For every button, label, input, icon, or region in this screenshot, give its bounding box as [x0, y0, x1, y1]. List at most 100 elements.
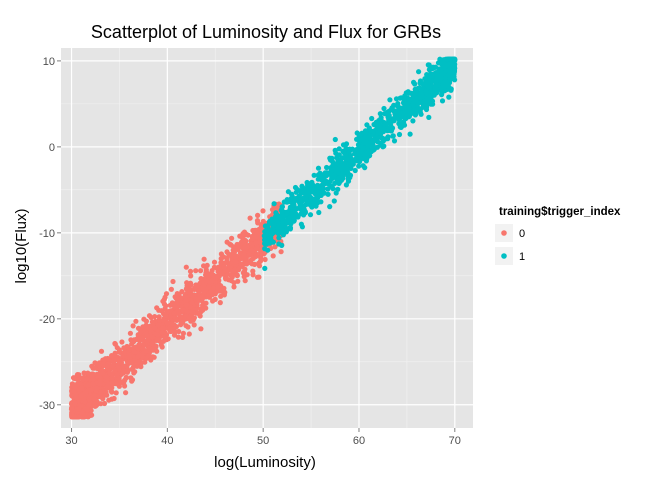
data-point [125, 344, 131, 350]
data-point [222, 268, 228, 274]
data-point [330, 186, 336, 192]
data-point [198, 268, 204, 274]
data-point [154, 337, 160, 343]
data-point [215, 284, 221, 290]
data-point [152, 325, 158, 331]
data-point [367, 153, 373, 159]
data-point [188, 273, 194, 279]
data-point [188, 318, 194, 324]
data-point [384, 128, 390, 134]
data-point [265, 226, 271, 232]
data-point [255, 220, 261, 226]
data-point [218, 251, 224, 257]
data-point [138, 364, 144, 370]
data-point [421, 99, 427, 105]
data-point [288, 196, 294, 202]
data-point [135, 353, 141, 359]
data-point [126, 352, 132, 358]
data-point [154, 305, 160, 311]
data-point [285, 215, 291, 221]
data-point [446, 94, 452, 100]
data-point [92, 360, 98, 366]
data-point [167, 302, 173, 308]
data-point [394, 114, 400, 120]
data-point [183, 298, 189, 304]
data-point [376, 125, 382, 131]
data-point [284, 197, 290, 203]
data-point [241, 237, 247, 243]
data-point [211, 259, 218, 265]
data-point [283, 229, 289, 235]
data-point [148, 314, 154, 320]
data-point [231, 284, 237, 290]
data-point [85, 382, 91, 388]
data-point [214, 265, 220, 271]
data-point [242, 278, 248, 284]
data-point [269, 230, 275, 236]
data-point [218, 260, 224, 266]
data-point [292, 184, 299, 191]
data-point [398, 105, 404, 111]
data-point [175, 295, 181, 301]
data-point [268, 238, 274, 244]
data-point [434, 71, 440, 77]
data-point [391, 108, 397, 114]
data-point [276, 235, 282, 241]
data-point [359, 130, 365, 136]
data-point [287, 225, 294, 231]
data-point [362, 156, 368, 162]
data-point [356, 149, 362, 155]
data-point [159, 329, 165, 336]
data-point [148, 357, 154, 363]
data-point [81, 414, 88, 420]
legend-label-0: 0 [519, 228, 525, 240]
data-point [209, 268, 215, 274]
data-point [116, 349, 122, 355]
data-point [369, 142, 375, 148]
data-point [262, 237, 268, 243]
data-point [334, 155, 340, 161]
data-point [257, 226, 263, 232]
data-point [123, 390, 129, 396]
data-point [197, 313, 203, 319]
data-point [180, 334, 186, 340]
data-point [420, 81, 426, 87]
data-point [262, 265, 268, 271]
data-point [98, 348, 105, 354]
data-point [284, 211, 290, 217]
data-point [133, 318, 139, 324]
data-point [236, 267, 242, 273]
data-point [229, 235, 235, 241]
data-point [241, 231, 247, 237]
data-point [326, 181, 332, 187]
data-point [228, 242, 234, 248]
data-point [356, 163, 362, 169]
data-point [452, 58, 458, 64]
data-point [237, 233, 243, 239]
data-point [94, 385, 100, 391]
data-point [109, 380, 115, 386]
data-point [164, 320, 170, 326]
data-point [172, 304, 178, 310]
data-point [106, 397, 112, 403]
data-point [193, 296, 199, 302]
data-point [121, 345, 127, 351]
data-point [437, 75, 443, 81]
data-point [435, 82, 441, 88]
data-point [410, 118, 416, 124]
data-point [180, 330, 186, 336]
data-point [337, 164, 343, 171]
data-point [229, 268, 235, 274]
data-point [112, 340, 118, 347]
data-point [312, 196, 318, 202]
data-point [250, 272, 256, 278]
data-point [380, 138, 386, 144]
data-point [100, 370, 106, 376]
data-point [116, 360, 122, 366]
x-tick-label: 30 [65, 435, 77, 447]
data-point [269, 207, 276, 213]
data-point [298, 221, 304, 227]
data-point [241, 270, 248, 276]
data-point [130, 323, 136, 329]
